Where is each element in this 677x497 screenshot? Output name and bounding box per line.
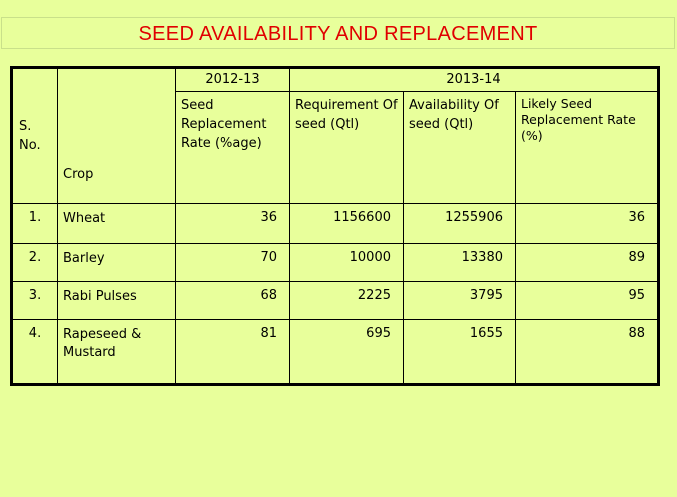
row-availability: 13380 [403,243,516,282]
row-sno: 4. [11,319,58,385]
row-requirement: 1156600 [289,203,404,244]
row-srr: 36 [175,203,290,244]
table-row: 1. Wheat 36 1156600 1255906 36 [11,203,660,244]
column-header-row: Seed Replacement Rate (%age) Requirement… [12,91,660,204]
page-title: SEED AVAILABILITY AND REPLACEMENT [1,17,675,49]
row-srr: 70 [175,243,290,282]
row-likely: 89 [514,243,660,282]
row-requirement: 2225 [289,281,404,320]
table-row: 3. Rabi Pulses 68 2225 3795 95 [11,281,660,320]
row-crop: Rapeseed & Mustard [57,319,176,385]
row-sno: 3. [11,281,58,320]
row-likely: 36 [514,203,660,244]
year-header-row: S. No. Crop 2012-13 2013-14 [11,67,660,204]
sno-header: S. No. [11,67,58,204]
seed-table: S. No. Crop 2012-13 2013-14 Seed Replace… [10,66,661,386]
crop-header: Crop [57,67,176,204]
row-availability: 1655 [403,319,516,385]
likely-srr-header: Likely Seed Replacement Rate (%) [514,91,660,204]
requirement-header: Requirement Of seed (Qtl) [289,91,404,204]
srr-header: Seed Replacement Rate (%age) [175,91,290,204]
row-likely: 95 [514,281,660,320]
row-sno: 2. [11,243,58,282]
row-requirement: 10000 [289,243,404,282]
row-requirement: 695 [289,319,404,385]
year-header-2012-13: 2012-13 [175,67,290,92]
row-availability: 1255906 [403,203,516,244]
row-srr: 68 [175,281,290,320]
row-crop: Rabi Pulses [57,281,176,320]
table-row: 4. Rapeseed & Mustard 81 695 1655 88 [11,319,660,385]
row-likely: 88 [514,319,660,385]
table-row: 2. Barley 70 10000 13380 89 [11,243,660,282]
row-crop: Wheat [57,203,176,244]
availability-header: Availability Of seed (Qtl) [403,91,516,204]
year-header-2013-14: 2013-14 [288,67,660,92]
row-srr: 81 [175,319,290,385]
row-sno: 1. [11,203,58,244]
row-crop: Barley [57,243,176,282]
row-availability: 3795 [403,281,516,320]
